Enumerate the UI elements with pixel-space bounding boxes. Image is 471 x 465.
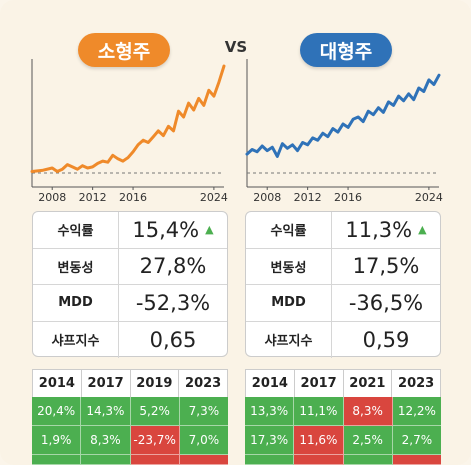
- year-return-row: 20,4% 14,3% 5,2% 7,3%: [32, 397, 228, 426]
- year-return-cell: 2,5%: [343, 426, 393, 455]
- year-return-cell: [392, 455, 441, 465]
- stat-label: MDD: [33, 285, 119, 321]
- year-header: 2017: [82, 370, 131, 397]
- year-header: 2023: [398, 376, 435, 391]
- small-cap-title: 소형주: [97, 40, 151, 63]
- year-return-cell: 8,3%: [343, 397, 393, 426]
- stat-row: 샤프지수 0,65: [33, 321, 227, 359]
- large-cap-series-line: [245, 73, 441, 158]
- stat-value-cell: 11,3% ▲: [332, 212, 440, 248]
- large-cap-title-badge: 대형주: [300, 33, 392, 67]
- year-return-row: [245, 455, 441, 465]
- stat-value-cell: -36,5%: [332, 285, 440, 321]
- small-cap-stats-table: 수익률 15,4% ▲ 변동성 27,8% MDD -52,3% 샤프지수 0,65: [32, 211, 228, 359]
- year-header: 2017: [295, 370, 344, 397]
- up-arrow-icon: ▲: [418, 223, 427, 237]
- stat-value: 15,4%: [132, 217, 200, 242]
- small-cap-x-tick-label: 2008: [38, 191, 66, 204]
- year-header: 2014: [33, 370, 82, 397]
- stat-row: 변동성 17,5%: [246, 248, 440, 285]
- small-cap-series-line: [30, 64, 226, 173]
- year-return-row: 13,3% 11,1% 8,3% 12,2%: [245, 397, 441, 426]
- year-return-row: [32, 455, 228, 465]
- year-return-cell: 11,1%: [294, 397, 344, 426]
- small-cap-title-badge: 소형주: [78, 33, 170, 67]
- year-return-cell: -23,7%: [130, 426, 180, 455]
- year-return-cell: 8,3%: [81, 426, 131, 455]
- vs-label: VS: [224, 38, 248, 56]
- year-return-cell: 17,3%: [245, 426, 295, 455]
- stat-row: MDD -52,3%: [33, 285, 227, 322]
- small-cap-x-tick-label: 2016: [119, 191, 147, 204]
- large-cap-x-tick-label: 2016: [334, 191, 362, 204]
- stat-value: 17,5%: [352, 254, 420, 279]
- small-cap-line-chart: 2008 2012 2016 2024: [30, 59, 228, 204]
- stat-value: 0,59: [362, 327, 410, 352]
- stat-value-cell: 0,59: [332, 322, 440, 359]
- stat-value: 27,8%: [139, 254, 207, 279]
- year-header: 2023: [185, 376, 222, 391]
- stat-row: 변동성 27,8%: [33, 248, 227, 285]
- year-return-cell: [32, 455, 82, 465]
- large-cap-line-chart: 2008 2012 2016 2024: [245, 59, 443, 204]
- year-return-cell: 1,9%: [32, 426, 82, 455]
- year-return-cell: [245, 455, 295, 465]
- year-return-cell: [179, 455, 228, 465]
- year-header: 2019: [131, 370, 180, 397]
- stat-label: 수익률: [33, 212, 119, 248]
- large-cap-x-tick-label: 2008: [253, 191, 281, 204]
- year-return-cell: 20,4%: [32, 397, 82, 426]
- stat-value: 11,3%: [345, 217, 413, 242]
- stat-label: MDD: [246, 285, 332, 321]
- stat-label: 샤프지수: [33, 321, 119, 358]
- small-cap-x-tick-label: 2024: [200, 191, 228, 204]
- year-return-cell: [81, 455, 131, 465]
- stat-value: -36,5%: [348, 290, 424, 315]
- stat-value: 0,65: [149, 327, 197, 352]
- large-cap-stats-table: 수익률 11,3% ▲ 변동성 17,5% MDD -36,5% 샤프지수 0,59: [245, 211, 441, 359]
- year-return-cell: 11,6%: [294, 426, 344, 455]
- year-header-row: 2014 2017 2019 2023: [32, 369, 228, 397]
- year-return-cell: [294, 455, 344, 465]
- year-header: 2021: [344, 370, 393, 397]
- year-return-cell: 12,2%: [392, 397, 441, 426]
- stat-row: MDD -36,5%: [246, 285, 440, 322]
- stat-row: 수익률 15,4% ▲: [33, 212, 227, 249]
- stat-value-cell: 17,5%: [332, 249, 440, 285]
- year-return-cell: 7,0%: [179, 426, 228, 455]
- large-cap-yearly-table: 2014 2017 2021 2023 13,3% 11,1% 8,3% 12,2% 17,3%…: [245, 369, 441, 465]
- large-cap-x-tick-label: 2012: [294, 191, 322, 204]
- large-cap-x-tick-label: 2024: [415, 191, 443, 204]
- stat-value-cell: 0,65: [119, 322, 227, 359]
- year-return-cell: [130, 455, 180, 465]
- year-return-row: 17,3% 11,6% 2,5% 2,7%: [245, 426, 441, 455]
- year-return-cell: 14,3%: [81, 397, 131, 426]
- year-header: 2014: [246, 370, 295, 397]
- stat-label: 변동성: [246, 248, 332, 284]
- year-return-cell: 7,3%: [179, 397, 228, 426]
- year-return-cell: 13,3%: [245, 397, 295, 426]
- small-cap-yearly-table: 2014 2017 2019 2023 20,4% 14,3% 5,2% 7,3% 1,9% 8,…: [32, 369, 228, 465]
- large-cap-title: 대형주: [319, 40, 373, 63]
- year-return-cell: 5,2%: [130, 397, 180, 426]
- small-cap-x-tick-label: 2012: [79, 191, 107, 204]
- stat-value-cell: -52,3%: [119, 285, 227, 321]
- up-arrow-icon: ▲: [205, 223, 214, 237]
- stat-row: 샤프지수 0,59: [246, 321, 440, 359]
- year-return-cell: [343, 455, 393, 465]
- stat-row: 수익률 11,3% ▲: [246, 212, 440, 249]
- stat-value-cell: 15,4% ▲: [119, 212, 227, 248]
- stat-value-cell: 27,8%: [119, 249, 227, 285]
- year-return-cell: 2,7%: [392, 426, 441, 455]
- stat-value: -52,3%: [135, 290, 211, 315]
- stat-label: 샤프지수: [246, 321, 332, 358]
- stat-label: 수익률: [246, 212, 332, 248]
- stat-label: 변동성: [33, 248, 119, 284]
- year-header-row: 2014 2017 2021 2023: [245, 369, 441, 397]
- year-return-row: 1,9% 8,3% -23,7% 7,0%: [32, 426, 228, 455]
